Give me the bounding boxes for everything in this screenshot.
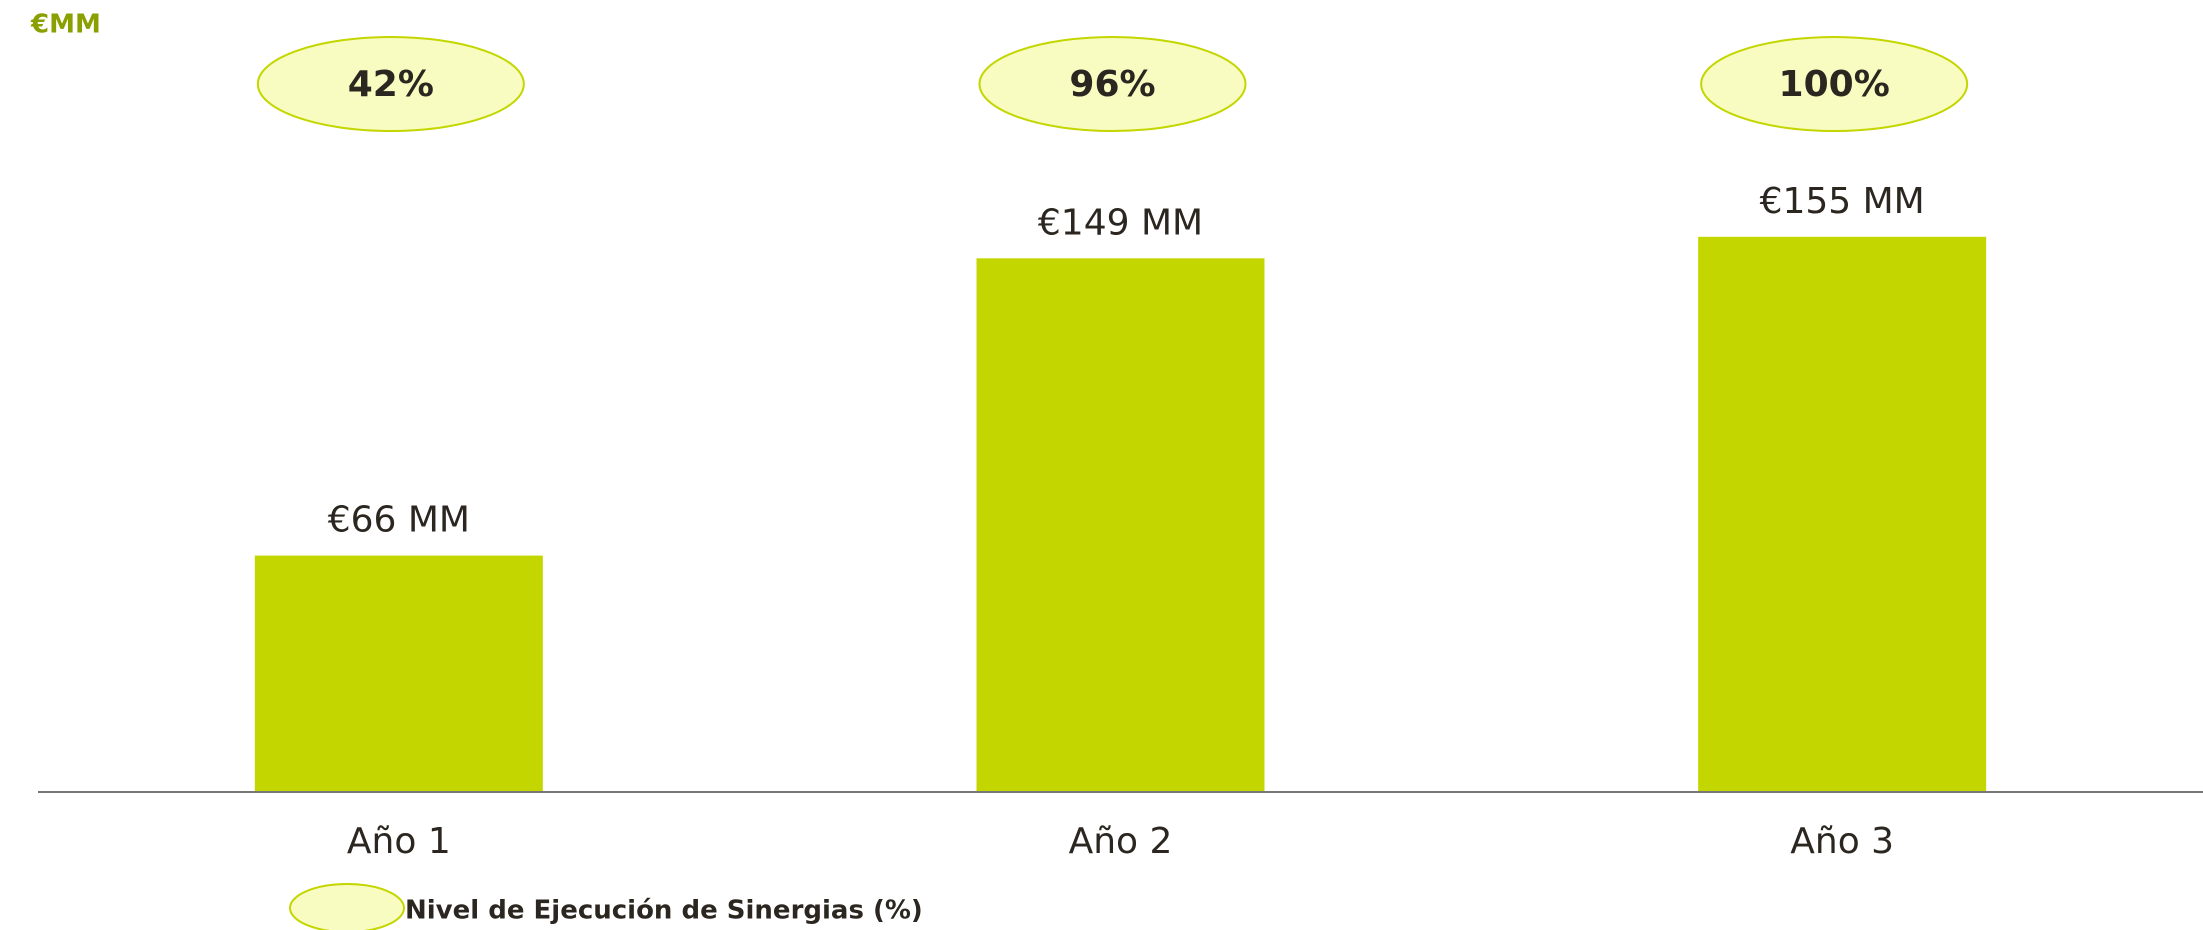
bar	[976, 258, 1265, 792]
legend-label: Nivel de Ejecución de Sinergias (%)	[405, 896, 923, 926]
bar-value-label: €155 MM	[1760, 181, 1925, 222]
execution-label: 96%	[1069, 64, 1155, 105]
execution-label: 42%	[348, 64, 434, 105]
execution-badge	[978, 36, 1247, 132]
bar-value-label: €149 MM	[1038, 202, 1203, 243]
execution-badge	[256, 36, 525, 132]
y-axis-label: €MM	[30, 10, 101, 40]
execution-label: 100%	[1779, 64, 1890, 105]
legend-swatch	[289, 883, 405, 930]
bar	[254, 555, 543, 792]
x-tick-label: Año 3	[1790, 821, 1894, 862]
bar-value-label: €66 MM	[328, 500, 470, 541]
execution-badge	[1700, 36, 1969, 132]
x-tick-label: Año 1	[347, 821, 451, 862]
x-tick-label: Año 2	[1069, 821, 1173, 862]
bar	[1698, 236, 1987, 792]
